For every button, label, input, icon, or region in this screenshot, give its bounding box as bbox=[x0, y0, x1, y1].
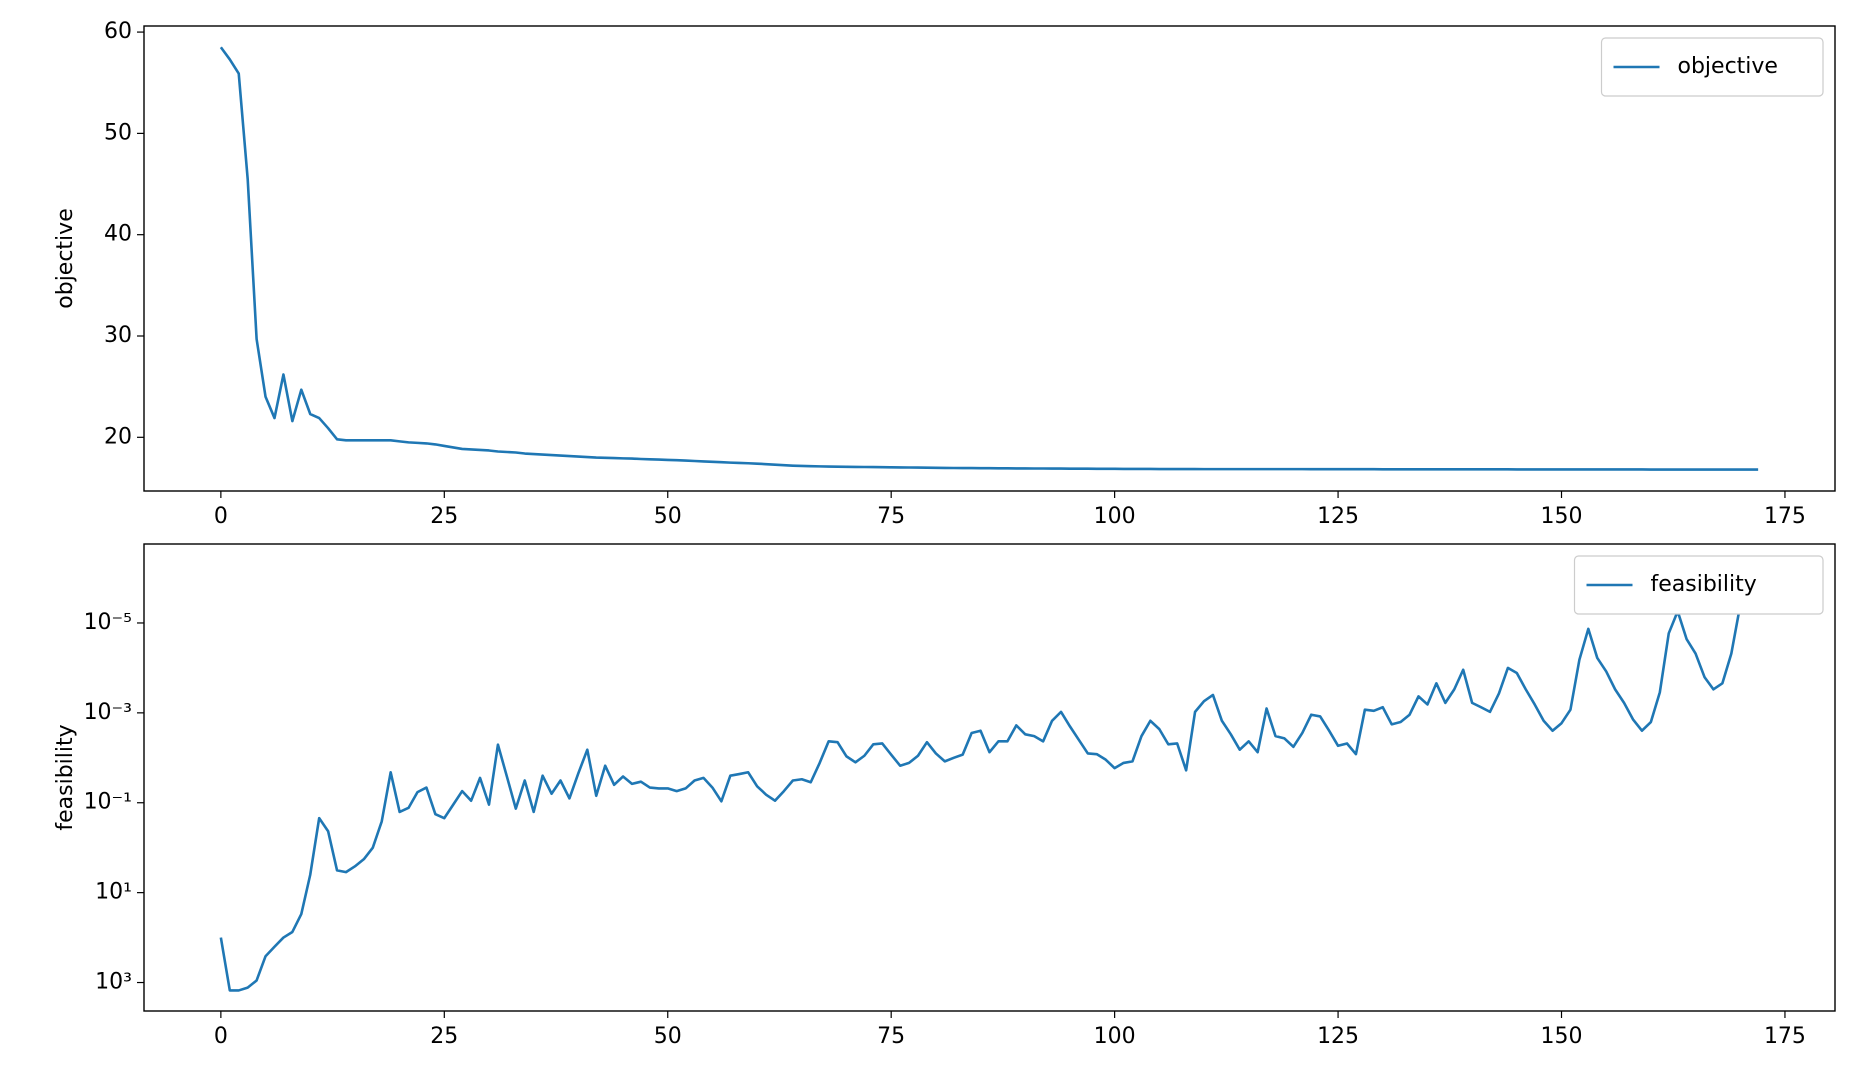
axes-frame bbox=[143, 25, 1836, 492]
x-tick-label: 150 bbox=[1541, 504, 1583, 529]
x-tick-label: 50 bbox=[654, 504, 682, 529]
axes-frame bbox=[143, 543, 1836, 1012]
x-tick-label: 25 bbox=[430, 1024, 458, 1049]
legend-box bbox=[1600, 37, 1824, 97]
x-tick-label: 0 bbox=[214, 1024, 228, 1049]
x-tick-label: 175 bbox=[1764, 1024, 1806, 1049]
y-axis-label: feasibility bbox=[53, 724, 78, 830]
y-tick-label: 30 bbox=[104, 323, 132, 348]
x-tick-label: 25 bbox=[430, 504, 458, 529]
y-tick-label: 10⁻⁵ bbox=[84, 610, 132, 635]
y-tick-label: 60 bbox=[104, 19, 132, 44]
y-tick-label: 10⁻³ bbox=[84, 700, 132, 725]
x-tick-label: 75 bbox=[877, 504, 905, 529]
x-tick-label: 75 bbox=[877, 1024, 905, 1049]
y-tick-label: 20 bbox=[104, 424, 132, 449]
x-tick-label: 150 bbox=[1541, 1024, 1583, 1049]
y-tick-label: 50 bbox=[104, 120, 132, 145]
y-axis-label: objective bbox=[53, 208, 78, 308]
x-tick-label: 50 bbox=[654, 1024, 682, 1049]
y-tick-label: 40 bbox=[104, 222, 132, 247]
x-tick-label: 100 bbox=[1094, 504, 1136, 529]
y-tick-label: 10¹ bbox=[95, 880, 132, 905]
y-tick-label: 10³ bbox=[95, 970, 132, 995]
legend-box bbox=[1573, 555, 1824, 615]
x-tick-label: 0 bbox=[214, 504, 228, 529]
data-line bbox=[219, 565, 1759, 992]
legend-label: feasibility bbox=[1651, 572, 1757, 597]
data-line bbox=[219, 46, 1759, 471]
y-tick-label: 10⁻¹ bbox=[84, 790, 132, 815]
x-tick-label: 100 bbox=[1094, 1024, 1136, 1049]
x-tick-label: 125 bbox=[1317, 1024, 1359, 1049]
x-tick-label: 125 bbox=[1317, 504, 1359, 529]
x-tick-label: 175 bbox=[1764, 504, 1806, 529]
legend-label: objective bbox=[1678, 54, 1778, 79]
